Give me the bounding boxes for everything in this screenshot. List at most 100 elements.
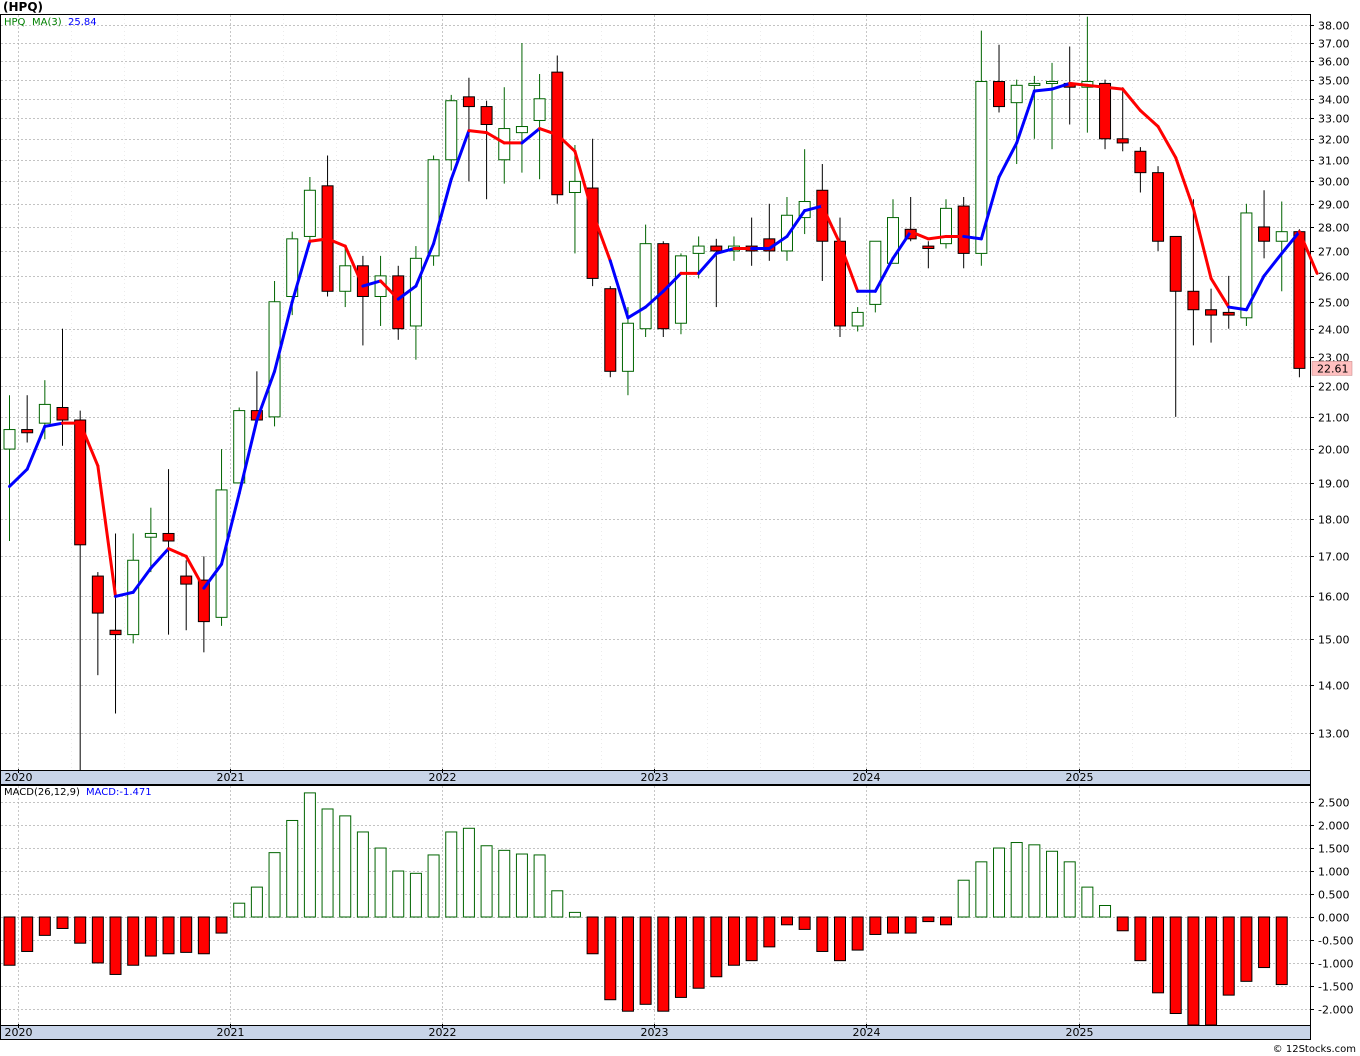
macd-bar-negative bbox=[904, 916, 917, 934]
price-x-label: 2022 bbox=[429, 771, 457, 784]
ma-segment bbox=[697, 251, 718, 275]
candle-down bbox=[109, 629, 122, 636]
macd-bar-negative bbox=[763, 916, 776, 948]
ma-segment bbox=[926, 234, 948, 241]
price-tick-label: 20.00 bbox=[1318, 444, 1350, 457]
price-tick-label: 34.00 bbox=[1318, 94, 1350, 107]
macd-x-label: 2021 bbox=[217, 1026, 245, 1039]
price-tick-label: 18.00 bbox=[1318, 514, 1350, 527]
price-date-band bbox=[0, 770, 1311, 785]
candle-down bbox=[1134, 150, 1147, 174]
macd-tick-label: 1.000 bbox=[1318, 866, 1350, 879]
candle-down bbox=[710, 245, 723, 252]
macd-x-axis: 2020 2021 2022 2023 2024 2025 bbox=[5, 1024, 1094, 1039]
watermark: © 12Stocks.com bbox=[1273, 1044, 1356, 1055]
price-tick-label: 22.00 bbox=[1318, 381, 1350, 394]
macd-bar-positive bbox=[1010, 842, 1023, 918]
macd-bar-positive bbox=[286, 819, 299, 918]
candle-up bbox=[3, 429, 16, 450]
macd-bar-negative bbox=[851, 916, 864, 951]
macd-bar-negative bbox=[38, 916, 51, 936]
ma-segment bbox=[167, 547, 188, 558]
ma-segment bbox=[1227, 305, 1248, 312]
candle-down bbox=[1116, 138, 1129, 144]
price-panel bbox=[0, 14, 1311, 771]
ma-segment bbox=[803, 204, 824, 213]
macd-bar-negative bbox=[869, 916, 882, 935]
ma-segment bbox=[1174, 156, 1195, 210]
candle-down bbox=[1169, 235, 1182, 292]
macd-panel bbox=[0, 785, 1311, 1026]
ma-segment bbox=[962, 234, 983, 241]
ma-segment bbox=[1191, 206, 1213, 280]
macd-bar-negative bbox=[197, 916, 210, 955]
macd-bar-negative bbox=[586, 916, 599, 955]
macd-bar-negative bbox=[180, 916, 193, 953]
candle-up bbox=[445, 100, 458, 161]
macd-bar-negative bbox=[1169, 916, 1182, 1015]
macd-title: MACD(26,12,9) bbox=[4, 787, 80, 798]
macd-tick-label: 2.500 bbox=[1318, 797, 1350, 810]
macd-tick-label: 0.500 bbox=[1318, 889, 1350, 902]
candle-down bbox=[1152, 172, 1165, 242]
ma-segment bbox=[1262, 251, 1284, 278]
candle-down bbox=[993, 81, 1006, 108]
ma-segment bbox=[997, 141, 1019, 179]
candle-down bbox=[56, 406, 69, 421]
macd-bar-positive bbox=[957, 879, 970, 918]
candle-up bbox=[144, 532, 157, 538]
macd-bar-positive bbox=[339, 815, 352, 918]
macd-bar-negative bbox=[1187, 916, 1200, 1026]
macd-histogram bbox=[3, 792, 1288, 1026]
macd-bar-positive bbox=[993, 847, 1006, 918]
candle-up bbox=[427, 159, 440, 257]
price-tick-label: 17.00 bbox=[1318, 551, 1350, 564]
candle-up bbox=[621, 322, 634, 372]
price-tick-label: 27.00 bbox=[1318, 246, 1350, 259]
ma-segment bbox=[1209, 276, 1231, 309]
macd-bar-negative bbox=[3, 916, 16, 966]
macd-bar-negative bbox=[74, 916, 87, 944]
ma-segment bbox=[591, 211, 612, 263]
macd-tick-label: -1.500 bbox=[1318, 981, 1353, 994]
macd-date-band bbox=[0, 1025, 1311, 1040]
ma-segment bbox=[538, 127, 559, 137]
candle-down bbox=[356, 265, 369, 297]
candle-up bbox=[639, 243, 652, 330]
ma-label: MA(3) bbox=[32, 17, 62, 28]
macd-tick-label: 1.500 bbox=[1318, 843, 1350, 856]
ma-segment bbox=[785, 209, 807, 238]
macd-bar-positive bbox=[568, 911, 581, 918]
candle-down bbox=[392, 275, 405, 330]
ma-segment bbox=[326, 237, 347, 248]
macd-bar-negative bbox=[639, 916, 652, 1005]
ma-segment bbox=[237, 418, 259, 495]
candle-down bbox=[462, 96, 475, 108]
price-x-label: 2020 bbox=[5, 771, 33, 784]
macd-bar-negative bbox=[1275, 916, 1288, 986]
ma-segment bbox=[414, 242, 436, 288]
ma-segment bbox=[1085, 83, 1107, 89]
macd-bar-negative bbox=[816, 916, 829, 952]
macd-tick-label: 2.000 bbox=[1318, 820, 1350, 833]
ma-segment bbox=[1297, 230, 1319, 275]
macd-bar-positive bbox=[445, 831, 458, 918]
ma-segment bbox=[96, 464, 118, 598]
candle-up bbox=[887, 217, 899, 264]
price-x-label: 2025 bbox=[1066, 771, 1094, 784]
candle-up bbox=[515, 126, 528, 134]
candle-down bbox=[1099, 82, 1112, 140]
ma-segment bbox=[555, 133, 577, 153]
macd-bar-negative bbox=[887, 916, 899, 934]
macd-bar-negative bbox=[604, 916, 617, 1001]
price-x-label: 2024 bbox=[853, 771, 881, 784]
ma-segment bbox=[396, 284, 418, 301]
macd-bar-negative bbox=[674, 916, 687, 998]
price-x-axis: 2020 2021 2022 2023 2024 2025 bbox=[5, 769, 1094, 784]
ma-segment bbox=[114, 590, 135, 598]
candle-up bbox=[851, 311, 864, 327]
price-tick-label: 14.00 bbox=[1318, 680, 1350, 693]
macd-bar-negative bbox=[127, 916, 140, 966]
ma-segment bbox=[1103, 85, 1125, 91]
